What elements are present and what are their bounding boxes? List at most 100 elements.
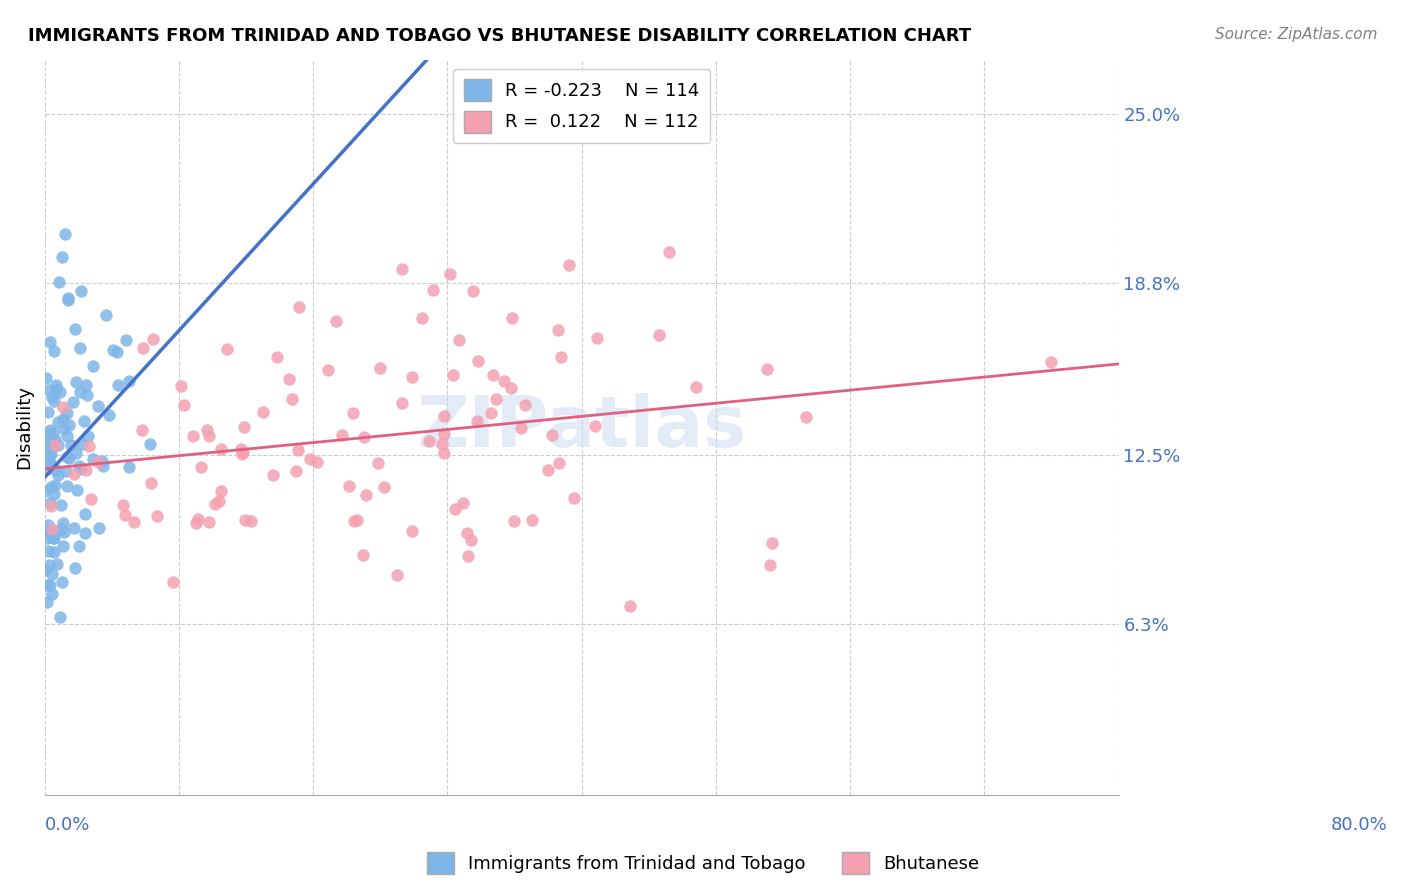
Point [229, 442, 252, 457]
Point [141, 476, 163, 491]
Point [35, 532, 58, 546]
Point [56, 450, 79, 464]
Point [101, 343, 124, 357]
Point [65, 446, 87, 460]
Point [444, 501, 467, 516]
Point [46, 415, 69, 429]
Point [73, 526, 96, 541]
Point [501, 311, 523, 326]
Point [65, 376, 87, 390]
Point [42, 486, 65, 500]
Point [197, 516, 219, 530]
Point [39, 457, 62, 471]
Point [441, 368, 464, 383]
Point [557, 258, 579, 272]
Point [105, 344, 128, 359]
Point [52, 525, 75, 540]
Point [122, 515, 145, 529]
Legend: R = -0.223    N = 114, R =  0.122    N = 112: R = -0.223 N = 114, R = 0.122 N = 112 [453, 69, 710, 144]
Point [411, 311, 433, 326]
Point [75, 378, 97, 392]
Point [114, 508, 136, 522]
Point [41, 586, 63, 600]
Point [48, 275, 70, 289]
Point [42, 425, 65, 440]
Point [96, 308, 118, 322]
Point [69, 342, 91, 356]
Point [562, 491, 585, 505]
Point [418, 434, 440, 449]
Point [401, 524, 423, 539]
Point [44, 378, 66, 392]
Point [433, 409, 456, 423]
Point [233, 513, 256, 527]
Point [34, 442, 56, 456]
Point [62, 394, 84, 409]
Point [44, 524, 66, 539]
Point [541, 428, 564, 442]
Point [51, 499, 73, 513]
Point [42, 531, 65, 545]
Point [162, 575, 184, 590]
Text: 0.0%: 0.0% [45, 816, 90, 834]
Point [115, 334, 138, 348]
Point [58, 451, 80, 466]
Point [38, 577, 60, 591]
Point [55, 464, 77, 478]
Legend: Immigrants from Trinidad and Tobago, Bhutanese: Immigrants from Trinidad and Tobago, Bhu… [418, 843, 988, 883]
Point [42, 545, 65, 559]
Point [45, 557, 67, 571]
Point [42, 439, 65, 453]
Point [63, 560, 86, 574]
Point [142, 332, 165, 346]
Point [252, 405, 274, 419]
Point [537, 463, 560, 477]
Point [195, 423, 218, 437]
Point [63, 467, 86, 481]
Point [56, 406, 79, 420]
Point [439, 267, 461, 281]
Point [67, 458, 90, 473]
Point [325, 314, 347, 328]
Point [368, 361, 391, 376]
Point [463, 284, 485, 298]
Point [298, 451, 321, 466]
Point [583, 419, 606, 434]
Point [63, 521, 86, 535]
Point [56, 429, 79, 443]
Point [204, 496, 226, 510]
Point [240, 514, 263, 528]
Point [231, 447, 253, 461]
Point [794, 409, 817, 424]
Point [343, 514, 366, 528]
Point [547, 323, 569, 337]
Point [69, 284, 91, 298]
Point [53, 227, 76, 241]
Point [337, 479, 360, 493]
Point [58, 417, 80, 432]
Point [330, 428, 353, 442]
Point [41, 567, 63, 582]
Point [70, 437, 93, 451]
Point [169, 379, 191, 393]
Point [91, 458, 114, 473]
Point [510, 421, 533, 435]
Point [198, 429, 221, 443]
Point [52, 422, 75, 436]
Text: Source: ZipAtlas.com: Source: ZipAtlas.com [1215, 27, 1378, 42]
Point [391, 395, 413, 409]
Point [451, 495, 474, 509]
Point [89, 521, 111, 535]
Point [38, 496, 60, 510]
Point [44, 478, 66, 492]
Point [287, 442, 309, 457]
Point [761, 536, 783, 550]
Point [112, 499, 135, 513]
Point [685, 379, 707, 393]
Point [35, 441, 58, 455]
Point [467, 354, 489, 368]
Point [38, 558, 60, 572]
Point [48, 467, 70, 482]
Point [433, 427, 456, 442]
Point [34, 563, 56, 577]
